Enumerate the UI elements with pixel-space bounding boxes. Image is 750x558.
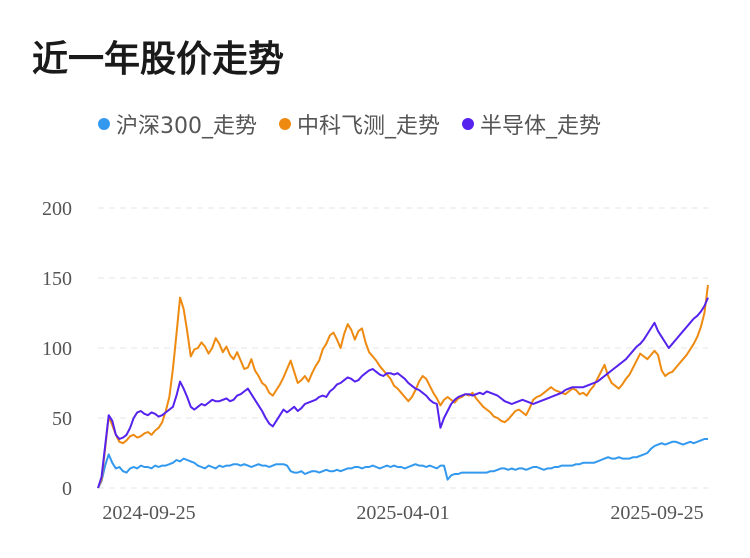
x-tick-label: 2025-04-01 <box>356 502 449 524</box>
x-tick-label: 2024-09-25 <box>102 502 195 524</box>
legend-item-csi300[interactable]: 沪深300_走势 <box>98 108 257 140</box>
legend-dot-icon <box>98 118 110 130</box>
x-tick-label: 2025-09-25 <box>610 502 703 524</box>
y-tick-label: 200 <box>42 198 72 220</box>
legend-label: 中科飞测_走势 <box>297 114 441 139</box>
chart-legend: 沪深300_走势 中科飞测_走势 半导体_走势 <box>98 108 623 140</box>
legend-label: 沪深300_走势 <box>116 114 257 139</box>
series-line-0[interactable] <box>97 438 708 489</box>
series-line-2[interactable] <box>97 297 709 489</box>
legend-item-skyverse[interactable]: 中科飞测_走势 <box>279 108 440 140</box>
legend-item-semiconductor[interactable]: 半导体_走势 <box>462 108 601 140</box>
chart-title: 近一年股价走势 <box>32 39 285 80</box>
legend-dot-icon <box>279 118 291 130</box>
y-tick-label: 0 <box>62 478 72 500</box>
y-tick-label: 100 <box>42 338 72 360</box>
y-tick-label: 150 <box>42 268 72 290</box>
series-line-1[interactable] <box>97 284 709 489</box>
legend-dot-icon <box>462 118 475 130</box>
y-tick-label: 50 <box>52 408 72 430</box>
legend-label: 半导体_走势 <box>480 114 602 139</box>
